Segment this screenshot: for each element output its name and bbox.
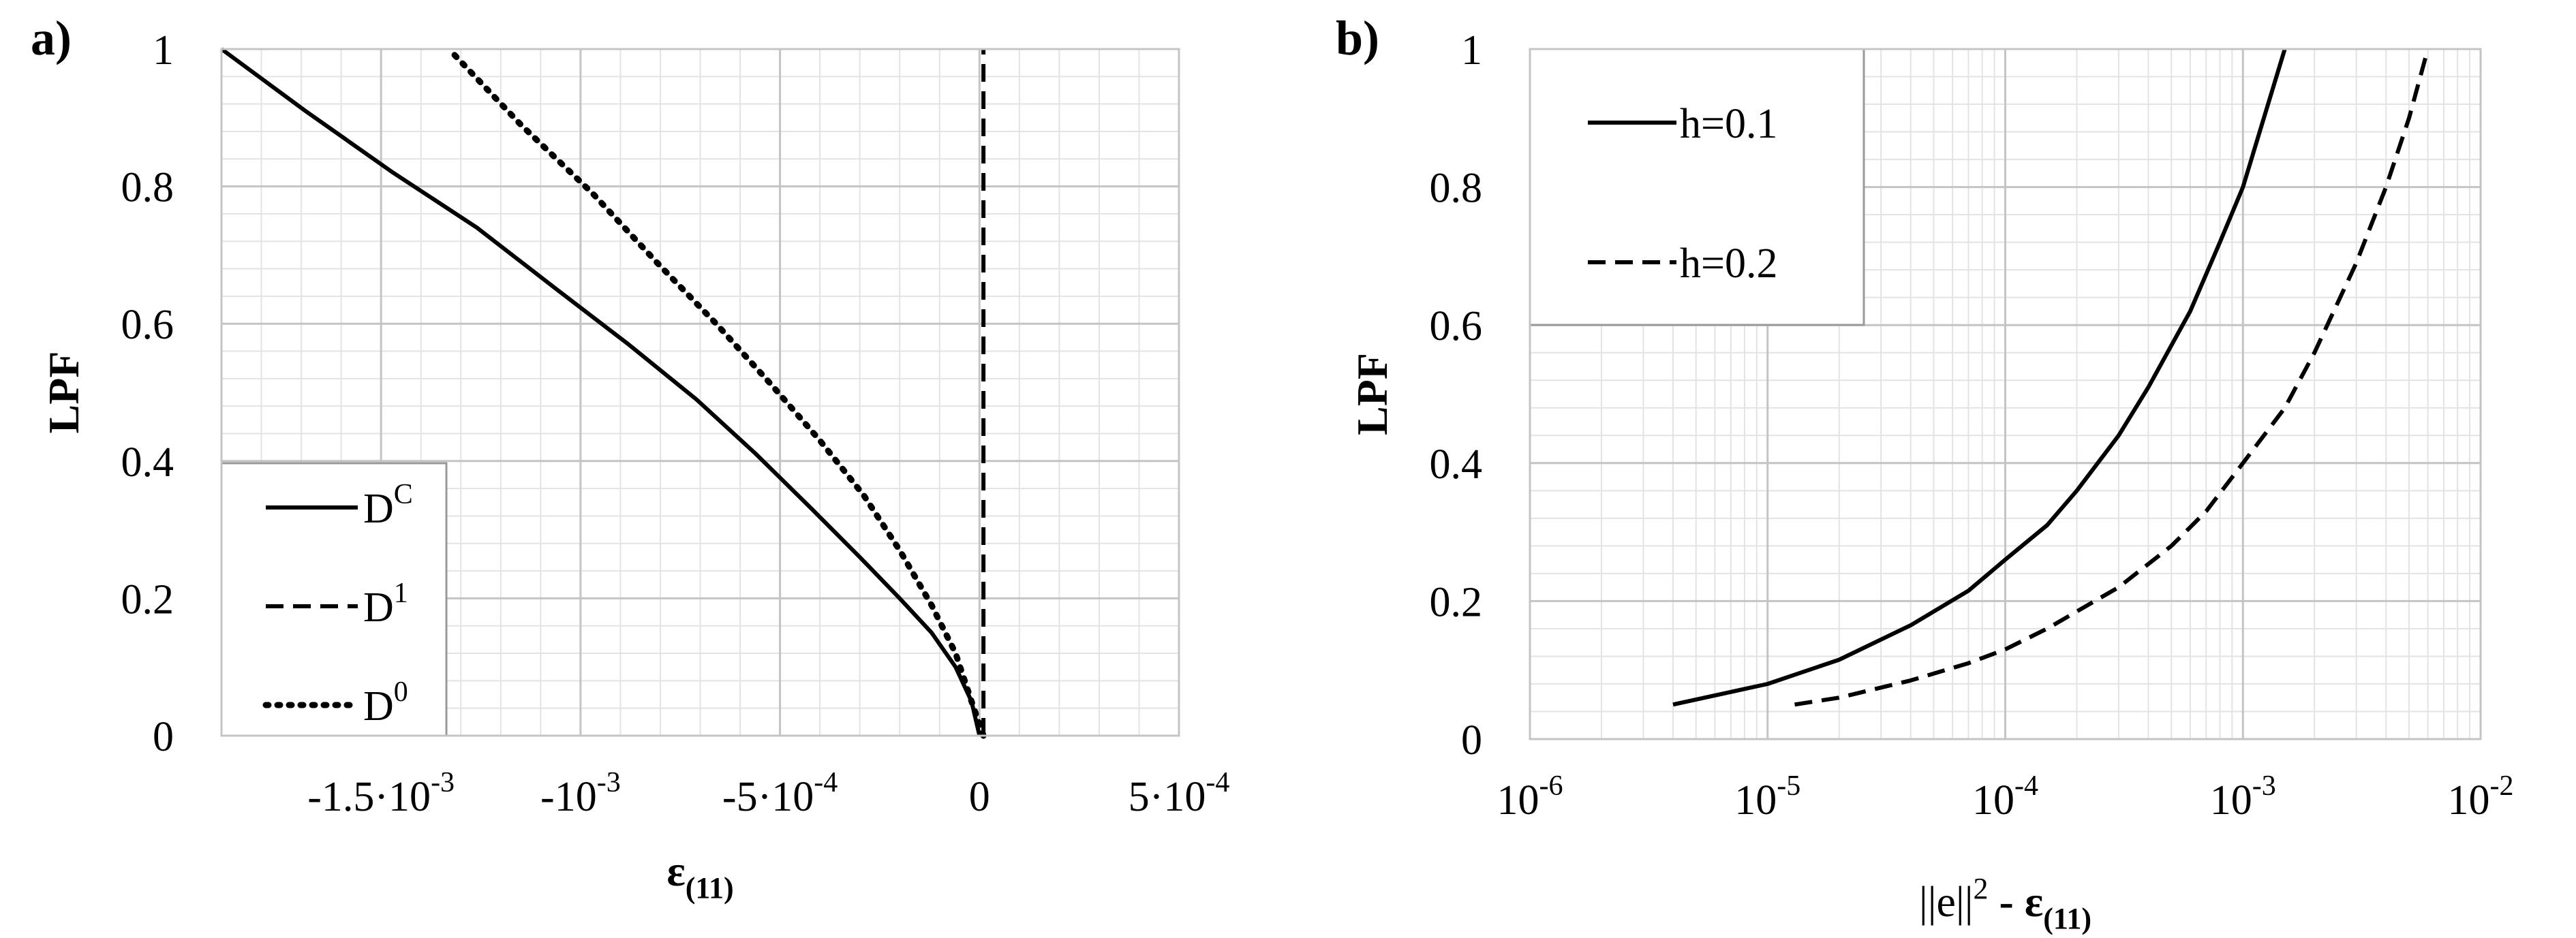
y-tick-label: 0 [153, 714, 174, 760]
x-tick-label: 5·10-4 [1129, 767, 1230, 820]
legend-box [1529, 48, 1865, 326]
y-tick-label: 0 [1461, 717, 1482, 764]
series-line-1 [1672, 48, 2287, 707]
plot-area [220, 48, 1180, 737]
x-tick-label: 10-5 [1734, 770, 1800, 824]
y-tick-label: 0.8 [1430, 166, 1483, 212]
series-group [1672, 48, 2430, 707]
panel-label: a) [31, 11, 72, 65]
y-tick-label: 1 [153, 27, 174, 74]
y-tick-label: 0.6 [1430, 303, 1483, 349]
plot-area [1529, 48, 2482, 740]
series-line-2 [1794, 48, 2430, 707]
legend-entry: D0 [363, 676, 408, 730]
legend: DC D1 D0 [220, 462, 448, 737]
panel-b: 0 0.2 0.4 0.6 0.8 1 10-6 10-5 10-4 10-3 10-2 LPF ||e… [1336, 11, 2514, 935]
legend: h=0.1 h=0.2 [1529, 48, 1865, 326]
grid [221, 48, 1180, 737]
panel-a: 0 0.2 0.4 0.6 0.8 1 -1.5·10-3 -10-3 -5·10-4 0 5·10… [31, 11, 1229, 905]
x-axis-title: ε(11) [666, 847, 733, 905]
y-axis-title: LPF [1348, 353, 1396, 435]
panel-label: b) [1336, 11, 1379, 65]
x-tick-label: 10-4 [1972, 770, 2038, 824]
x-tick-labels: 10-6 10-5 10-4 10-3 10-2 [1497, 770, 2514, 824]
y-tick-label: 0.4 [1430, 441, 1483, 488]
legend-entry: D1 [363, 578, 408, 631]
x-tick-label: 10-2 [2448, 770, 2514, 824]
x-axis-title: ||e||2 - ε(11) [1919, 872, 2091, 935]
legend-entry: DC [363, 479, 413, 532]
y-tick-label: 0.8 [121, 165, 174, 211]
y-tick-label: 0.6 [121, 302, 174, 348]
y-tick-label: 0.2 [121, 576, 174, 623]
x-tick-label: 0 [969, 774, 990, 820]
y-tick-labels: 0 0.2 0.4 0.6 0.8 1 [121, 27, 174, 760]
x-tick-label: -10-3 [540, 767, 621, 820]
series-group [220, 46, 987, 739]
y-tick-label: 1 [1461, 27, 1482, 74]
y-tick-label: 0.4 [121, 439, 174, 486]
x-tick-labels: -1.5·10-3 -10-3 -5·10-4 0 5·10-4 [307, 767, 1229, 820]
y-tick-label: 0.2 [1430, 579, 1483, 625]
series-line-1 [220, 47, 982, 736]
x-tick-label: 10-3 [2210, 770, 2276, 824]
legend-entry: h=0.2 [1680, 240, 1777, 287]
y-tick-labels: 0 0.2 0.4 0.6 0.8 1 [1430, 27, 1483, 764]
x-tick-label: -5·10-4 [722, 767, 838, 820]
series-line-3 [446, 46, 987, 739]
y-axis-title: LPF [40, 351, 88, 434]
x-tick-label: -1.5·10-3 [307, 767, 455, 820]
legend-entry: h=0.1 [1680, 101, 1777, 147]
x-tick-label: 10-6 [1497, 770, 1563, 824]
